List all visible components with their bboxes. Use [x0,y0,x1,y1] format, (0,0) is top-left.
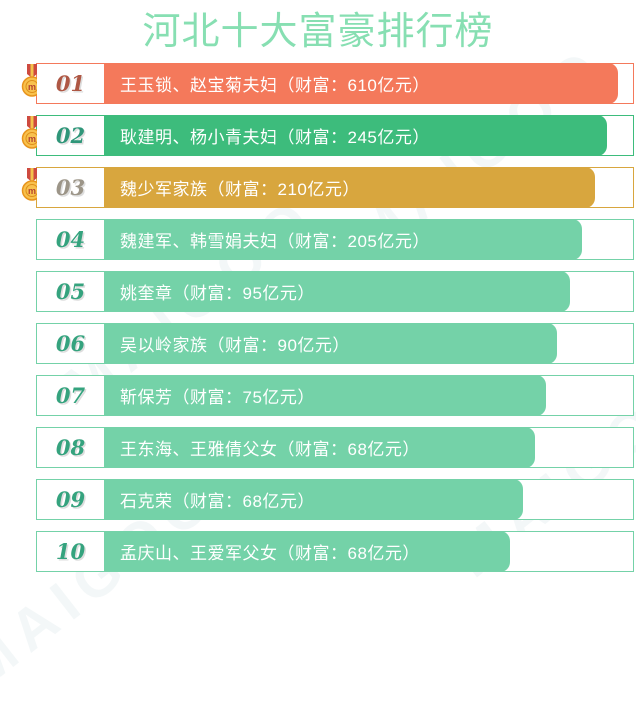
rank-number: 01 [37,64,104,103]
medal-icon: m [20,116,44,150]
rank-number: 09 [37,480,104,519]
rank-row: 04 魏建军、韩雪娟夫妇（财富：205亿元） [36,219,634,260]
rank-row: 10 孟庆山、王爱军父女（财富：68亿元） [36,531,634,572]
svg-text:m: m [28,186,36,196]
rank-bar: 王玉锁、赵宝菊夫妇（财富：610亿元） [104,63,618,104]
rank-number: 04 [37,220,104,259]
rank-bar: 石克荣（财富：68亿元） [104,479,523,520]
rank-number: 03 [37,168,104,207]
rank-row: m 02 耿建明、杨小青夫妇（财富：245亿元） [21,115,634,156]
rank-number: 05 [37,272,104,311]
ranking-infographic: 河北十大富豪排行榜 m 01 王玉锁、赵宝菊夫妇（财富：610亿元） m [0,8,636,572]
rank-bar-label: 王玉锁、赵宝菊夫妇（财富：610亿元） [120,76,430,95]
rank-number: 07 [37,376,104,415]
rank-row: m 03 魏少军家族（财富：210亿元） [21,167,634,208]
rank-bar: 魏少军家族（财富：210亿元） [104,167,595,208]
rank-number: 08 [37,428,104,467]
rank-row: 08 王东海、王雅倩父女（财富：68亿元） [36,427,634,468]
rank-bar: 孟庆山、王爱军父女（财富：68亿元） [104,531,510,572]
rank-bar-label: 魏少军家族（财富：210亿元） [120,180,360,199]
rank-row: 07 靳保芳（财富：75亿元） [36,375,634,416]
rank-row: 05 姚奎章（财富：95亿元） [36,271,634,312]
rank-bar: 耿建明、杨小青夫妇（财富：245亿元） [104,115,607,156]
rank-number: 06 [37,324,104,363]
rank-bar-label: 王东海、王雅倩父女（财富：68亿元） [120,440,420,459]
rank-bar: 王东海、王雅倩父女（财富：68亿元） [104,427,535,468]
rank-bar: 魏建军、韩雪娟夫妇（财富：205亿元） [104,219,582,260]
rank-bar-label: 姚奎章（财富：95亿元） [120,284,315,303]
rank-row: m 01 王玉锁、赵宝菊夫妇（财富：610亿元） [21,63,634,104]
rank-bar: 姚奎章（财富：95亿元） [104,271,570,312]
rank-number: 10 [37,532,104,571]
rank-row: 06 吴以岭家族（财富：90亿元） [36,323,634,364]
rank-number: 02 [37,116,104,155]
rank-bar-label: 石克荣（财富：68亿元） [120,492,315,511]
rank-bar-label: 孟庆山、王爱军父女（财富：68亿元） [120,544,420,563]
rank-bar-label: 吴以岭家族（财富：90亿元） [120,336,350,355]
rank-bar: 吴以岭家族（财富：90亿元） [104,323,557,364]
rank-bar-label: 魏建军、韩雪娟夫妇（财富：205亿元） [120,232,430,251]
rank-row: 09 石克荣（财富：68亿元） [36,479,634,520]
rank-list: m 01 王玉锁、赵宝菊夫妇（财富：610亿元） m 02 耿建明、杨小青夫妇（… [0,63,636,572]
rank-bar-label: 耿建明、杨小青夫妇（财富：245亿元） [120,128,430,147]
svg-text:m: m [28,134,36,144]
rank-bar-label: 靳保芳（财富：75亿元） [120,388,315,407]
svg-text:m: m [28,82,36,92]
rank-bar: 靳保芳（财富：75亿元） [104,375,546,416]
page-title: 河北十大富豪排行榜 [142,9,494,53]
